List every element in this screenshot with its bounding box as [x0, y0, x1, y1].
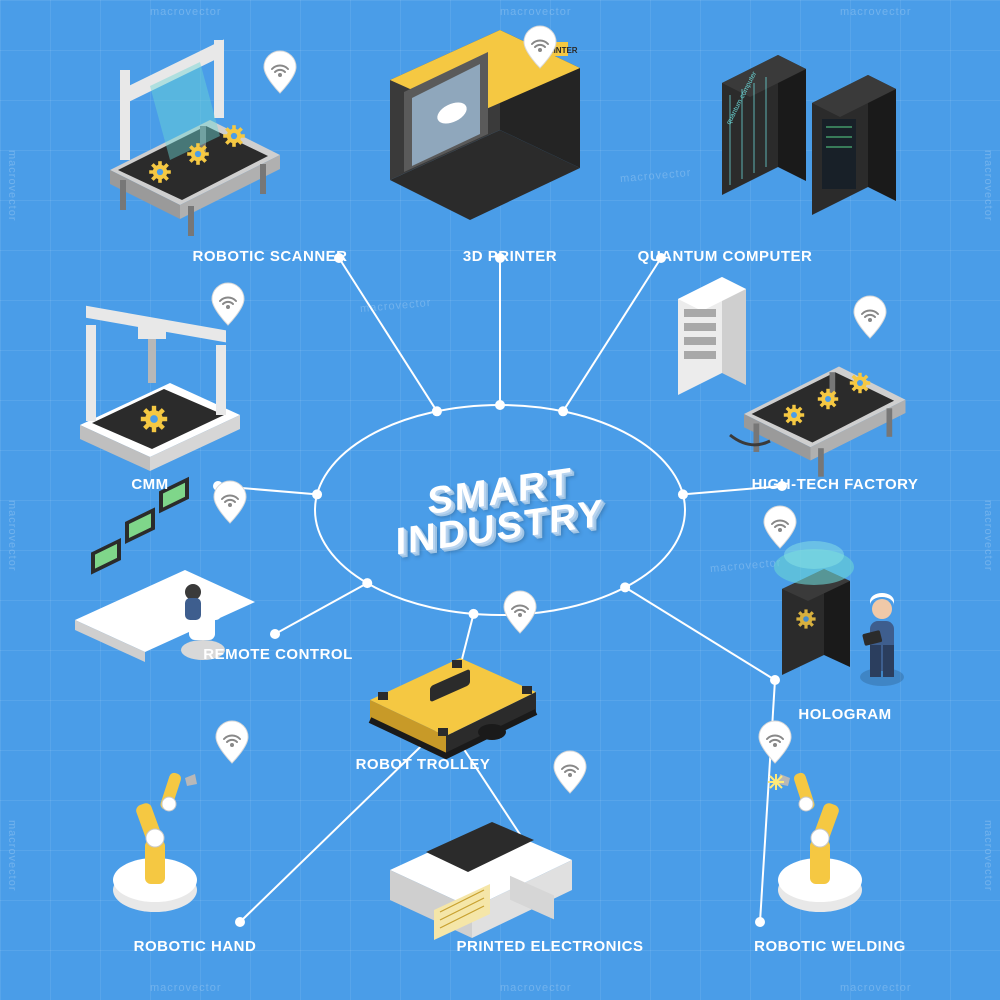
wifi-icon [852, 294, 888, 345]
wifi-icon [262, 49, 298, 100]
label-hologram: HOLOGRAM [798, 706, 891, 723]
quantum-computer-icon: quantum computer [722, 55, 896, 215]
label-robotic-scanner: ROBOTIC SCANNER [192, 248, 347, 265]
wifi-icon [210, 281, 246, 332]
label-cmm: CMM [131, 476, 168, 493]
label-robotic-welding: ROBOTIC WELDING [754, 938, 906, 955]
label-quantum-computer: QUANTUM COMPUTER [638, 248, 813, 265]
wifi-icon [522, 24, 558, 75]
wifi-icon [212, 479, 248, 530]
label-3d-printer: 3D PRINTER [463, 248, 557, 265]
label-high-tech-factory: HIGH-TECH FACTORY [752, 476, 919, 493]
robot-trolley-icon [370, 658, 536, 756]
hologram-icon [774, 541, 904, 686]
printed-electronics-icon [390, 822, 572, 940]
robotic-scanner-icon [110, 39, 280, 236]
label-robot-trolley: ROBOT TROLLEY [356, 756, 491, 773]
label-remote-control: REMOTE CONTROL [203, 646, 353, 663]
robotic-welding-icon [768, 772, 862, 912]
label-robotic-hand: ROBOTIC HAND [134, 938, 257, 955]
wifi-icon [502, 589, 538, 640]
wifi-icon [757, 719, 793, 770]
wifi-icon [214, 719, 250, 770]
label-printed-electronics: PRINTED ELECTRONICS [456, 938, 643, 955]
robotic-hand-icon [113, 772, 197, 912]
wifi-icon [552, 749, 588, 800]
wifi-icon [762, 504, 798, 555]
